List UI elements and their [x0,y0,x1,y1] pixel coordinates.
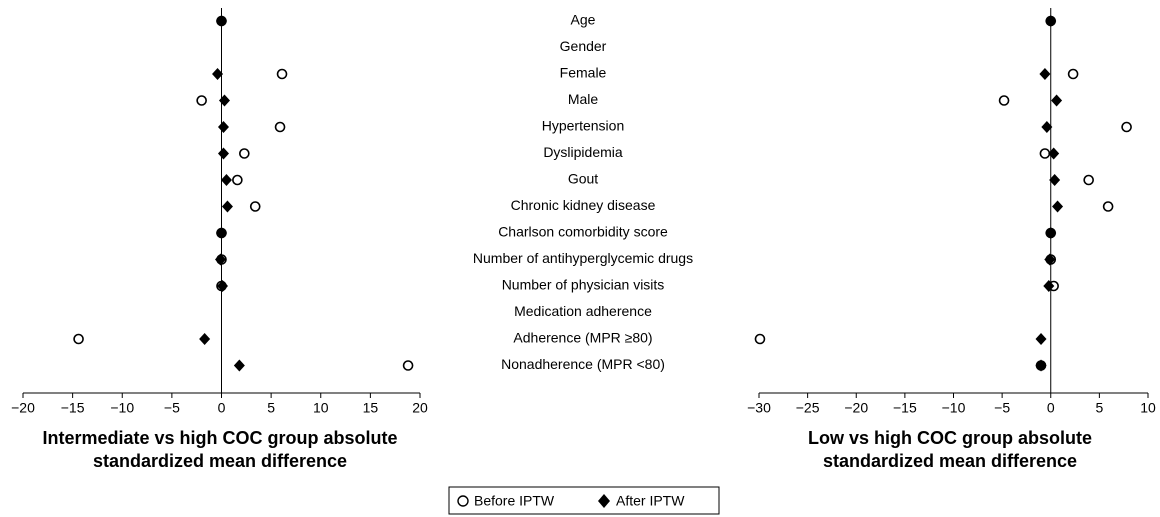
before-marker [1102,201,1114,212]
category-label: Nonadherence (MPR <80) [501,356,665,372]
x-tick-label: −25 [796,400,820,416]
after-marker [1051,94,1063,107]
after-marker [215,253,227,266]
x-tick-label: 5 [267,400,275,416]
after-marker [1039,68,1051,80]
after-marker [1049,174,1061,186]
before-marker [1067,68,1079,80]
after-marker [1044,253,1056,266]
after-marker [1045,227,1057,239]
x-tick-label: 0 [1047,400,1055,416]
before-marker [196,95,207,106]
after-marker [199,333,211,345]
before-marker [1039,148,1051,159]
legend-box [448,486,720,515]
after-marker [233,359,245,372]
before-marker [1083,174,1094,186]
after-marker [218,94,230,107]
x-tick-label: 5 [1095,400,1103,416]
x-tick-label: 20 [412,400,428,416]
after-marker [1043,280,1055,292]
before-marker [232,174,243,186]
after-marker [217,147,229,160]
x-axis-title: Low vs high COC group absolute standardi… [807,428,1092,471]
after-marker [216,15,227,27]
category-label: Gender [560,38,607,54]
after-marker [221,200,233,213]
after-marker [220,174,232,186]
x-tick-label: 0 [218,400,226,416]
x-tick-label: 15 [363,400,379,416]
x-tick-label: −20 [844,400,868,416]
x-tick-label: −10 [942,400,966,416]
after-marker [217,121,229,133]
legend-label: Before IPTW [474,493,555,509]
x-tick-label: −30 [747,400,771,416]
before-marker [276,68,288,80]
before-marker [249,201,261,212]
category-label: Chronic kidney disease [511,197,656,213]
after-marker [1041,121,1053,133]
after-marker [216,227,227,239]
x-tick-label: −10 [110,400,134,416]
category-label: Adherence (MPR ≥80) [513,330,652,346]
x-tick-label: 10 [1140,400,1156,416]
legend-marker [598,494,610,508]
x-tick-label: −5 [164,400,180,416]
x-axis-title: Intermediate vs high COC group absolute … [42,428,398,471]
category-label: Number of antihyperglycemic drugs [473,250,693,266]
legend-label: After IPTW [616,493,685,509]
x-tick-label: −5 [994,400,1010,416]
category-label: Dyslipidemia [543,144,623,160]
before-marker [754,333,766,345]
before-marker [402,360,414,371]
after-marker [1045,15,1057,27]
after-marker [216,280,228,292]
after-marker [1035,333,1047,345]
before-marker [73,333,84,345]
before-marker [1121,121,1132,133]
after-marker [212,68,224,80]
category-label: Age [571,12,596,28]
before-marker [239,148,250,159]
x-tick-label: −20 [11,400,35,416]
category-label: Charlson comorbidity score [498,224,668,240]
x-tick-label: −15 [61,400,85,416]
category-label: Female [560,65,607,81]
after-marker [1052,200,1064,213]
legend-marker [457,495,469,507]
category-label: Male [568,91,599,107]
before-marker [274,121,286,133]
before-marker [998,95,1010,106]
category-label: Hypertension [542,118,625,134]
x-tick-label: 10 [313,400,329,416]
category-label: Medication adherence [514,303,652,319]
category-label: Number of physician visits [502,277,665,293]
category-label: Gout [568,171,598,187]
x-tick-label: −15 [893,400,917,416]
after-marker [1035,359,1047,372]
after-marker [1048,147,1060,160]
